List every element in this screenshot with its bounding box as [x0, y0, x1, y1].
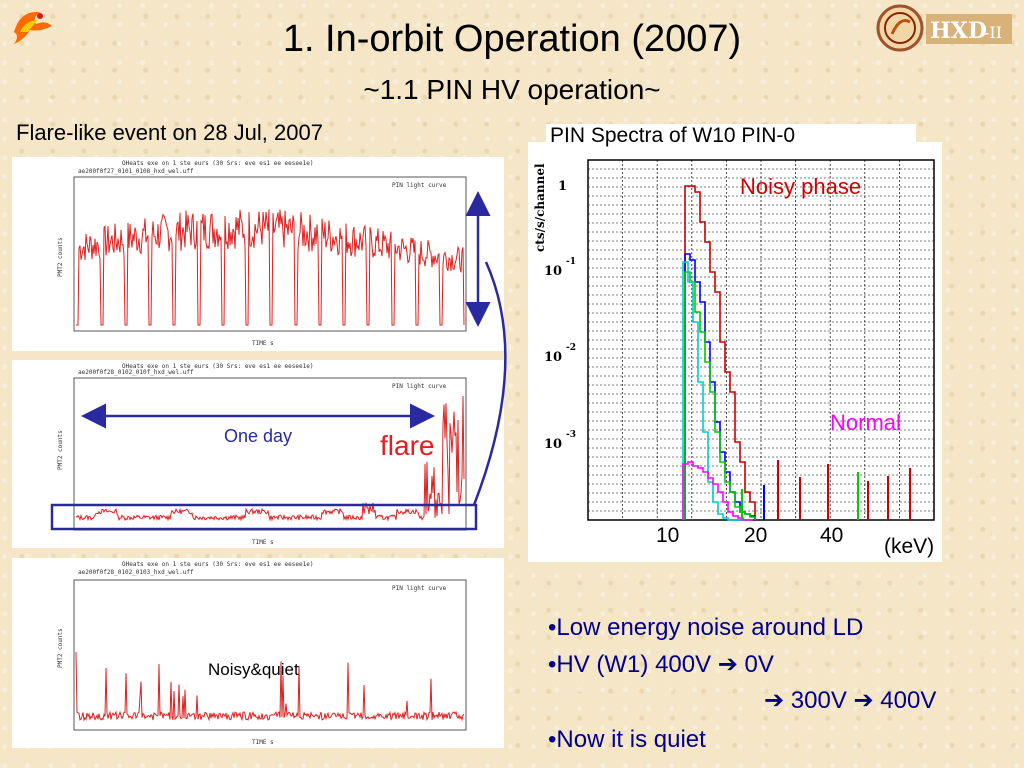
ytick-3-exp: -2 [566, 343, 576, 353]
xtick-40: 40 [820, 524, 843, 548]
hv-400v: 400V [874, 687, 937, 714]
ytick-2-exp: -1 [566, 257, 576, 267]
xtick-10: 10 [656, 524, 679, 548]
xtick-20: 20 [744, 524, 767, 548]
right-arrow-icon: ➔ [764, 686, 784, 714]
ytick-1: 1 [558, 179, 567, 194]
hv-300v: 300V [784, 687, 853, 714]
bullet-hv-change-continued: ➔ 300V ➔ 400V [764, 686, 936, 715]
ytick-4: 10 [544, 437, 562, 452]
spectrum-title: PIN Spectra of W10 PIN-0 [546, 124, 916, 148]
normal-label: Normal [830, 410, 901, 436]
x-unit-label: (keV) [880, 535, 938, 559]
right-arrow-icon: ➔ [854, 686, 874, 714]
bullet-hv-text: •HV (W1) 400V [548, 651, 718, 678]
pin-spectrum-plot: cts/s/channel 1 10 -1 10 -2 10 -3 [528, 142, 942, 562]
bullet-hv-target: 0V [738, 651, 774, 678]
ytick-2: 10 [544, 264, 562, 279]
spectrum-y-ticks: 1 10 -1 10 -2 10 -3 [544, 179, 576, 452]
right-arrow-icon: ➔ [718, 650, 738, 678]
noisy-phase-label: Noisy phase [740, 174, 861, 200]
spectrum-ylabel: cts/s/channel [533, 163, 547, 252]
spectrum-series-noisy [685, 186, 755, 520]
spectrum-series-cyan [683, 262, 753, 520]
noisy-quiet-label: Noisy&quiet [208, 660, 299, 680]
bullet-hv-change: •HV (W1) 400V ➔ 0V [548, 650, 774, 679]
one-day-label: One day [224, 426, 292, 447]
bullet-low-energy-noise: •Low energy noise around LD [548, 614, 863, 642]
zoom-box [52, 505, 476, 529]
ytick-4-exp: -3 [566, 430, 576, 440]
ytick-3: 10 [544, 350, 562, 365]
bullet-now-quiet: •Now it is quiet [548, 726, 706, 754]
flare-label: flare [380, 430, 434, 462]
